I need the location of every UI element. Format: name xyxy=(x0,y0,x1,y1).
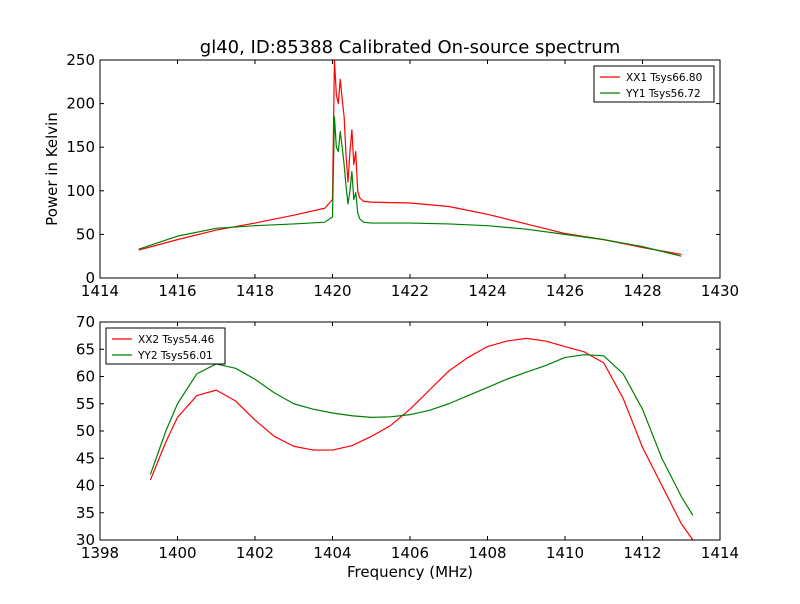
x-tick-label: 1408 xyxy=(468,544,506,562)
x-tick-label: 1422 xyxy=(391,282,429,300)
y-tick-label: 250 xyxy=(66,51,95,69)
x-tick-label: 1398 xyxy=(81,544,119,562)
x-tick-label: 1420 xyxy=(313,282,351,300)
series-line-2 xyxy=(149,354,694,516)
chart-panel-1: 1414 1416 1418 1420 1422 1424 1426 1428 1430 0 50 1… xyxy=(43,37,739,300)
y-tick-label: 0 xyxy=(85,269,95,287)
y-tick-label: 60 xyxy=(76,368,95,386)
x-axis-label: Frequency (MHz) xyxy=(347,563,473,581)
x-tick-label: 1406 xyxy=(391,544,429,562)
legend-label: XX1 Tsys66.80 xyxy=(626,72,702,84)
y-tick-label: 200 xyxy=(66,95,95,113)
chart-title: gl40, ID:85388 Calibrated On-source spec… xyxy=(200,37,620,58)
x-tick-label: 1412 xyxy=(623,544,661,562)
legend-label: XX2 Tsys54.46 xyxy=(138,334,215,346)
y-tick-label: 50 xyxy=(76,422,95,440)
x-tick-label: 1424 xyxy=(468,282,506,300)
y-tick-label: 65 xyxy=(76,340,95,358)
legend-label: YY2 Tsys56.01 xyxy=(137,350,213,362)
x-tick-label: 1402 xyxy=(236,544,274,562)
y-tick-label: 35 xyxy=(76,504,95,522)
x-tick-label: 1404 xyxy=(313,544,351,562)
y-tick-label: 45 xyxy=(76,449,95,467)
y-tick-label: 100 xyxy=(66,182,95,200)
legend-label: YY1 Tsys56.72 xyxy=(625,88,701,100)
x-tick-label: 1418 xyxy=(236,282,274,300)
y-tick-label: 40 xyxy=(76,477,95,495)
legend-box xyxy=(593,65,715,103)
legend-box xyxy=(105,327,226,365)
y-tick-label: 70 xyxy=(76,313,95,331)
series-line-1 xyxy=(138,60,682,256)
chart-panel-2: 1398 1400 1402 1404 1406 1408 1410 1412 1414 30 35… xyxy=(76,313,739,581)
legend: XX1 Tsys66.80 YY1 Tsys56.72 xyxy=(593,65,715,103)
series-line-2 xyxy=(138,116,682,257)
x-tick-label: 1414 xyxy=(701,544,739,562)
x-tick-label: 1430 xyxy=(701,282,739,300)
x-tick-label: 1428 xyxy=(623,282,661,300)
y-tick-label: 55 xyxy=(76,395,95,413)
x-tick-label: 1414 xyxy=(81,282,119,300)
y-tick-label: 30 xyxy=(76,531,95,549)
legend: XX2 Tsys54.46 YY2 Tsys56.01 xyxy=(105,327,226,365)
series-line-1 xyxy=(149,337,694,540)
y-axis-label: Power in Kelvin xyxy=(43,112,61,226)
y-tick-label: 50 xyxy=(76,225,95,243)
x-tick-label: 1400 xyxy=(158,544,196,562)
y-tick-label: 150 xyxy=(66,138,95,156)
x-tick-label: 1426 xyxy=(546,282,584,300)
x-tick-label: 1416 xyxy=(158,282,196,300)
x-tick-label: 1410 xyxy=(546,544,584,562)
